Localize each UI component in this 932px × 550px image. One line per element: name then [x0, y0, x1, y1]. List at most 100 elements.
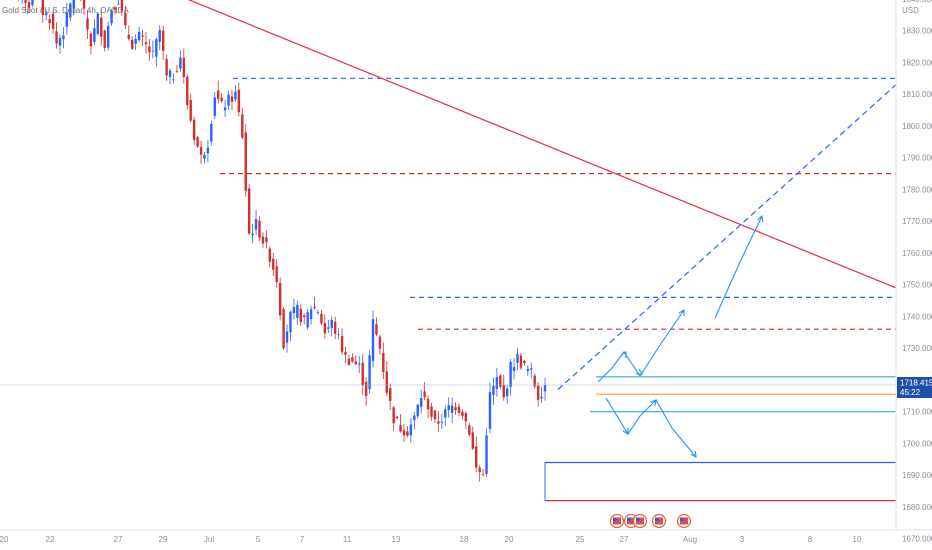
candle-body — [103, 30, 106, 48]
arrow-head — [622, 427, 629, 435]
candle-body — [543, 385, 547, 392]
candle-body — [127, 34, 130, 39]
candle-body — [320, 313, 323, 324]
candle-body — [206, 147, 210, 154]
candle-body — [113, 7, 117, 11]
candle-body — [423, 391, 426, 398]
candle-body — [437, 421, 440, 424]
time-axis[interactable]: 20 22 27 29 Jul 5 7 11 13 18 20 25 27 Aug 3 8 10 — [0, 529, 932, 544]
candle-body — [265, 237, 268, 243]
candle-body — [196, 137, 199, 147]
candle-body — [344, 352, 347, 355]
price-tick-label: 1830.000 — [902, 27, 932, 36]
price-tick-label: 1840.000 — [902, 0, 932, 4]
candle-body — [333, 321, 337, 334]
candle-body — [327, 327, 330, 329]
candle-body — [402, 430, 406, 436]
candle-body — [151, 50, 155, 52]
symbol-title: Gold Spot / U.S. Dollar, 4h, OANDA — [2, 6, 129, 15]
price-tick-label: 1810.000 — [902, 90, 932, 99]
arrow-head — [757, 214, 764, 222]
candle-body — [395, 416, 399, 419]
candle-body — [313, 306, 316, 309]
time-tick-label: 29 — [159, 535, 168, 544]
candle-body — [24, 0, 27, 3]
price-tick-label: 1780.000 — [902, 186, 932, 195]
candle-body — [72, 0, 75, 9]
candle-body — [371, 319, 375, 361]
candle-body — [492, 385, 495, 396]
economic-events[interactable] — [609, 513, 692, 529]
projection-arrow — [597, 309, 685, 383]
candle-body — [268, 248, 272, 262]
price-axis-ticks: 1670.000 1680.000 1690.000 1700.000 1710.000… — [902, 0, 932, 544]
candle-body — [351, 357, 354, 362]
candle-body — [158, 30, 161, 42]
plot-area[interactable] — [0, 0, 896, 530]
candle-body — [161, 30, 165, 51]
us-flag-icon[interactable] — [609, 513, 625, 529]
candle-body — [100, 17, 103, 37]
price-tick-label: 1760.000 — [902, 249, 932, 258]
price-axis[interactable]: USD 1670.000 1680.000 1690.000 1700.000 1710… — [895, 0, 932, 544]
candle-body — [247, 188, 251, 234]
candle-body — [375, 324, 378, 335]
candle-body — [65, 12, 69, 27]
candle-body — [512, 367, 516, 371]
candle-body — [382, 352, 385, 373]
candle-body — [505, 388, 509, 397]
candle-body — [55, 31, 58, 44]
flag-canton — [613, 517, 617, 521]
us-flag-icon[interactable] — [676, 513, 692, 529]
candle-body — [509, 361, 512, 387]
candle-body — [409, 424, 413, 436]
candle-body — [478, 467, 481, 472]
candle-body — [337, 334, 340, 335]
candle-body — [237, 89, 241, 113]
candle-body — [134, 39, 137, 44]
candle-body — [416, 404, 419, 417]
candle-body — [389, 388, 392, 401]
price-tick-label: 1700.000 — [902, 440, 932, 449]
candle-body — [251, 233, 254, 236]
candle-body — [413, 415, 416, 421]
candle-body — [179, 57, 182, 69]
candle-body — [454, 407, 457, 411]
candle-body — [148, 46, 151, 53]
candle-body — [468, 425, 471, 435]
candle-body — [165, 58, 168, 76]
candle-body — [220, 97, 223, 102]
candle-body — [230, 96, 234, 102]
price-tick-label: 1740.000 — [902, 313, 932, 322]
time-tick-label: 22 — [46, 535, 55, 544]
price-tick-label: 1710.000 — [902, 408, 932, 417]
us-flag-icon[interactable] — [632, 513, 648, 529]
candle-body — [175, 70, 179, 72]
price-tick-label: 1820.000 — [902, 59, 932, 68]
candle-body — [261, 236, 265, 244]
candle-body — [306, 312, 309, 328]
time-tick-label: 27 — [620, 535, 629, 544]
candle-body — [368, 355, 371, 390]
candle-body — [523, 360, 526, 364]
us-flag-icon[interactable] — [651, 513, 667, 529]
candle-body — [234, 91, 237, 100]
candle-body — [186, 76, 189, 106]
candle-body — [530, 368, 533, 370]
candle-body — [168, 70, 172, 77]
time-tick-label: 18 — [460, 535, 469, 544]
candle-body — [189, 100, 192, 121]
flag-canton — [636, 517, 640, 521]
candle-body — [223, 107, 227, 111]
candle-body — [330, 319, 333, 328]
candle-body — [361, 362, 364, 386]
candle-body — [340, 336, 344, 352]
time-tick-label: 8 — [808, 535, 813, 544]
candle-body — [172, 79, 175, 81]
candle-body — [406, 431, 409, 436]
candle-body — [303, 315, 306, 318]
candle-body — [399, 424, 402, 432]
candle-body — [536, 385, 540, 400]
time-tick-label: 25 — [576, 535, 585, 544]
